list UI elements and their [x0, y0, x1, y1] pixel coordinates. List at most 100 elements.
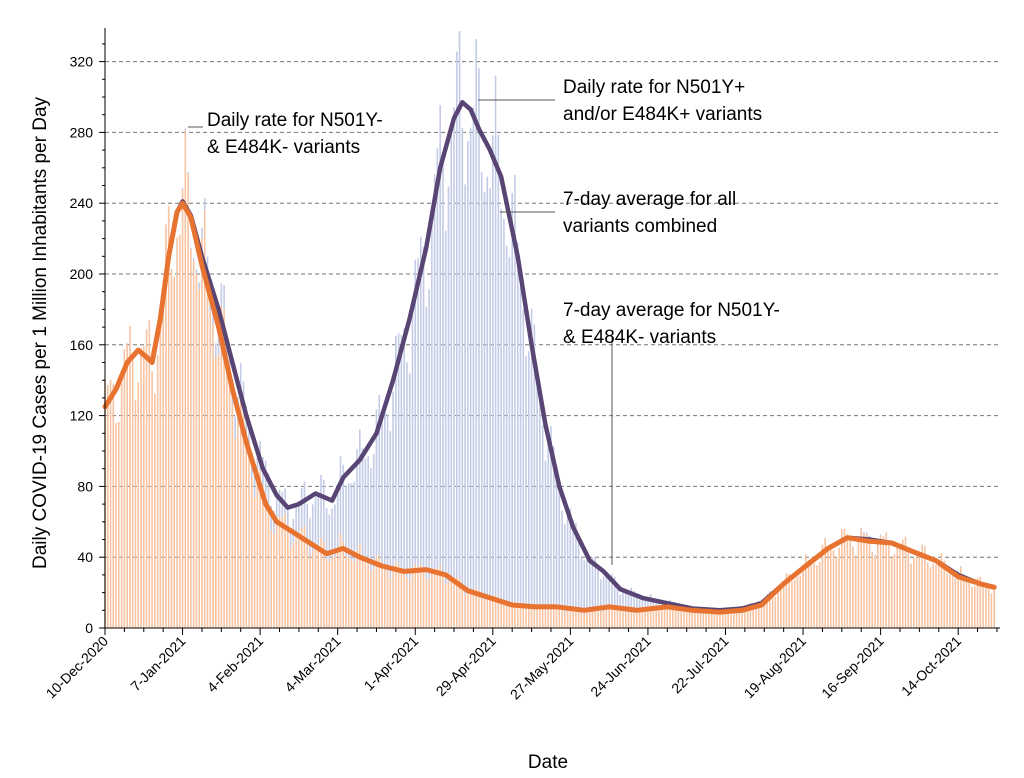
bar-n501y-minus: [539, 606, 541, 628]
bar-n501y-minus: [946, 573, 948, 628]
bar-n501y-plus: [378, 395, 381, 556]
bar-n501y-minus: [528, 608, 530, 628]
bar-n501y-minus: [378, 555, 381, 628]
bar-n501y-minus: [838, 547, 840, 628]
bar-n501y-minus: [181, 189, 184, 629]
bar-n501y-plus: [954, 578, 957, 580]
bar-n501y-plus: [220, 283, 223, 306]
bar-n501y-minus: [511, 602, 513, 628]
bar-n501y-minus: [431, 569, 433, 628]
bar-n501y-minus: [192, 260, 195, 628]
bar-n501y-minus: [417, 566, 419, 628]
bar-n501y-minus: [220, 305, 223, 628]
bar-n501y-minus: [475, 587, 477, 628]
bar-n501y-minus: [109, 379, 112, 628]
bar-n501y-minus: [273, 534, 275, 628]
bar-n501y-plus: [201, 228, 203, 238]
bar-n501y-minus: [575, 607, 577, 628]
bar-n501y-plus: [755, 608, 757, 611]
bar-n501y-minus: [212, 323, 214, 628]
bar-n501y-minus: [990, 593, 993, 628]
bar-n501y-minus: [691, 609, 694, 628]
bar-n501y-minus: [719, 614, 721, 628]
bar-n501y-minus: [591, 607, 594, 628]
bar-n501y-minus: [334, 556, 336, 628]
bar-n501y-minus: [483, 599, 486, 628]
y-tick-label: 200: [70, 266, 94, 282]
bar-n501y-minus: [982, 583, 984, 628]
bar-n501y-plus: [860, 528, 863, 530]
bar-n501y-minus: [727, 610, 730, 628]
bar-n501y-plus: [611, 574, 613, 605]
bar-n501y-plus: [195, 269, 198, 275]
bar-n501y-minus: [769, 592, 771, 628]
bar-n501y-minus: [721, 611, 724, 628]
bar-n501y-minus: [555, 605, 558, 628]
bar-n501y-minus: [932, 563, 935, 628]
bar-n501y-minus: [732, 610, 735, 628]
bar-n501y-minus: [489, 600, 491, 628]
bar-n501y-minus: [979, 576, 982, 628]
bar-n501y-minus: [386, 571, 389, 628]
bar-n501y-minus: [888, 541, 890, 628]
bar-n501y-minus: [486, 599, 489, 628]
bar-n501y-plus: [309, 517, 311, 557]
bar-n501y-minus: [965, 581, 968, 628]
bar-n501y-plus: [239, 363, 242, 394]
bar-n501y-plus: [871, 552, 874, 554]
bar-n501y-minus: [170, 268, 173, 628]
bar-n501y-minus: [749, 605, 752, 628]
bar-n501y-plus: [597, 567, 599, 609]
bar-n501y-minus: [680, 611, 682, 628]
bar-n501y-minus: [209, 312, 212, 628]
bar-n501y-minus: [863, 533, 865, 628]
bar-n501y-plus: [184, 128, 187, 131]
bar-n501y-plus: [198, 282, 200, 289]
bar-n501y-minus: [705, 609, 707, 628]
bar-n501y-minus: [275, 519, 278, 628]
bar-n501y-minus: [865, 534, 868, 628]
bar-n501y-plus: [619, 594, 622, 612]
bar-n501y-minus: [854, 555, 857, 628]
gridlines: [105, 61, 1000, 558]
bar-n501y-minus: [331, 556, 333, 628]
annotation-text: 7-day average for all: [563, 189, 736, 210]
bar-n501y-minus: [777, 591, 779, 628]
bar-n501y-plus: [370, 467, 372, 571]
bar-n501y-plus: [339, 456, 342, 535]
bar-n501y-minus: [638, 611, 641, 628]
bar-n501y-plus: [453, 107, 455, 580]
bar-n501y-plus: [879, 534, 882, 536]
bar-n501y-plus: [633, 590, 635, 608]
bar-n501y-plus: [392, 391, 394, 572]
bar-n501y-plus: [433, 174, 436, 569]
bar-n501y-minus: [464, 594, 466, 628]
bar-n501y-minus: [406, 577, 408, 628]
bar-n501y-minus: [428, 578, 430, 628]
y-tick-label: 80: [77, 478, 93, 494]
bar-n501y-minus: [328, 561, 331, 628]
bar-n501y-minus: [879, 535, 882, 628]
bar-n501y-plus: [475, 38, 477, 588]
bar-n501y-minus: [458, 578, 461, 628]
bar-n501y-minus: [447, 581, 450, 628]
x-tick-label: 4-Mar-2021: [281, 633, 344, 696]
bar-n501y-minus: [356, 549, 358, 628]
bar-n501y-minus: [890, 557, 893, 628]
bar-n501y-minus: [735, 613, 738, 628]
bar-n501y-minus: [253, 497, 256, 628]
bar-n501y-plus: [544, 460, 547, 611]
bar-n501y-plus: [386, 413, 389, 572]
bar-n501y-plus: [228, 352, 231, 378]
bar-n501y-plus: [314, 497, 317, 549]
bar-n501y-minus: [187, 173, 189, 628]
bar-n501y-minus: [480, 597, 483, 628]
bar-n501y-minus: [846, 534, 849, 628]
bar-n501y-minus: [757, 607, 760, 628]
bar-n501y-minus: [694, 610, 696, 628]
bar-n501y-plus: [577, 535, 580, 610]
bar-n501y-plus: [203, 197, 206, 211]
bar-n501y-minus: [178, 234, 181, 628]
bar-n501y-plus: [328, 514, 331, 562]
bar-n501y-plus: [503, 219, 505, 605]
